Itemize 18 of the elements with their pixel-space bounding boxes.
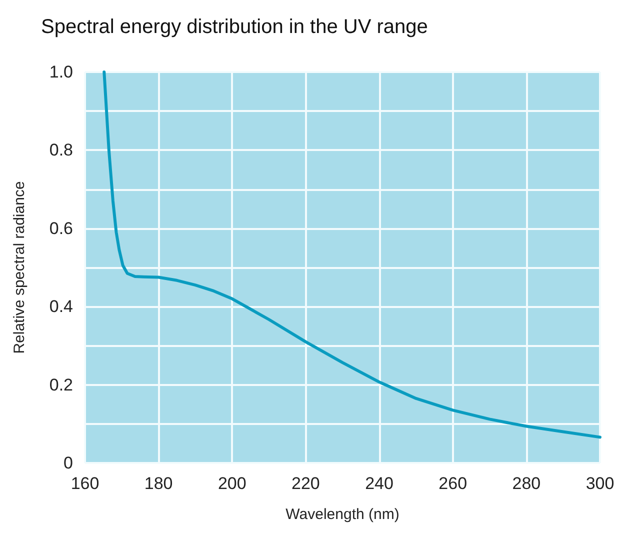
line-series (102, 70, 602, 439)
y-axis-title: Relative spectral radiance (11, 181, 28, 354)
x-tick-label: 220 (292, 474, 320, 493)
y-tick-label: 0.6 (49, 218, 73, 238)
y-tick-label: 0.2 (49, 375, 73, 394)
x-tick-label: 300 (586, 474, 614, 493)
x-tick-label: 240 (365, 474, 394, 493)
x-tick-label: 160 (70, 474, 100, 493)
y-tick-label: 0.8 (49, 140, 73, 160)
y-tick-label: 1.0 (49, 62, 73, 82)
x-tick-label: 200 (218, 474, 246, 493)
chart-title: Spectral energy distribution in the UV range (41, 16, 428, 38)
x-axis-title: Wavelength (nm) (286, 506, 400, 523)
y-tick-label: 0.4 (49, 297, 73, 316)
x-tick-label: 260 (438, 474, 468, 493)
y-tick-label: 0 (64, 454, 73, 472)
x-tick-label: 180 (144, 474, 173, 493)
x-tick-label: 280 (512, 474, 541, 493)
